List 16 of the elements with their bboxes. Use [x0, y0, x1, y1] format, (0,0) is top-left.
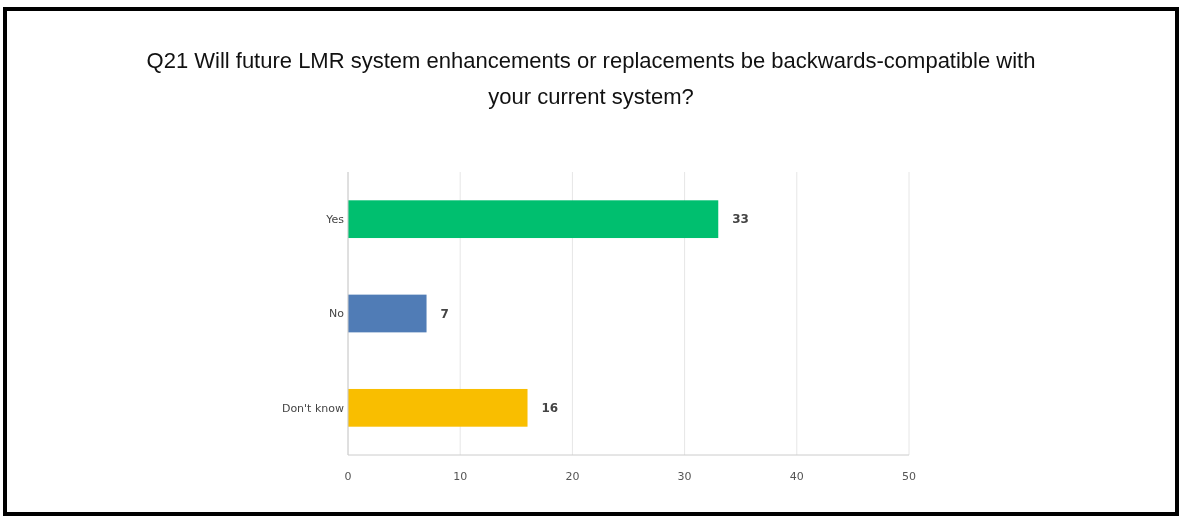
x-tick-label: 50	[902, 470, 916, 483]
chart-title: Q21 Will future LMR system enhancements or replacements be backwards-compatible with your current system?	[146, 48, 1036, 109]
data-label: 33	[732, 212, 749, 227]
bar	[348, 200, 719, 239]
bar	[348, 294, 427, 333]
x-tick-label: 40	[789, 470, 804, 483]
bar	[348, 388, 528, 427]
x-tick-label: 30	[677, 470, 692, 483]
y-tick-label: Don't know	[281, 401, 344, 415]
y-tick-label: No	[329, 307, 345, 321]
x-tick-label: 20	[565, 470, 580, 483]
data-label: 7	[440, 306, 449, 321]
y-tick-label: Yes	[325, 213, 345, 227]
data-label: 16	[541, 401, 559, 416]
x-tick-label: 0	[344, 470, 352, 483]
x-tick-label: 10	[453, 470, 468, 483]
